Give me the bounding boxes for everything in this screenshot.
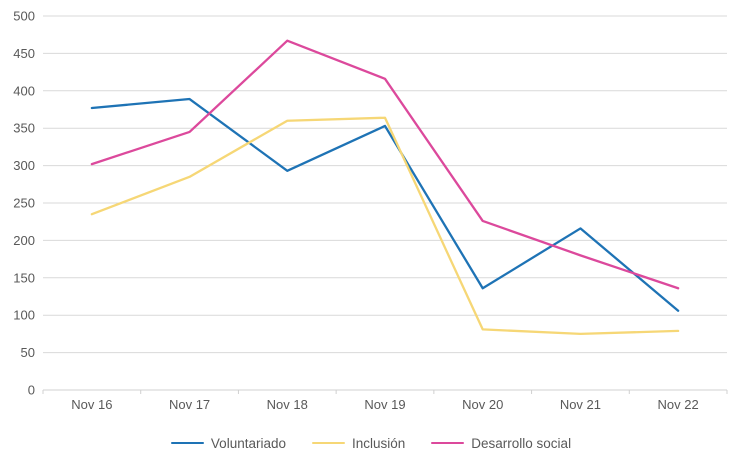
y-axis-tick-label: 200 (13, 233, 35, 248)
x-axis-category-label: Nov 17 (169, 397, 210, 412)
y-axis-tick-label: 400 (13, 83, 35, 98)
x-axis-category-label: Nov 21 (560, 397, 601, 412)
y-axis-tick-label: 0 (28, 383, 35, 398)
legend-line-swatch (431, 441, 465, 445)
y-axis-tick-label: 300 (13, 158, 35, 173)
x-axis-category-label: Nov 19 (364, 397, 405, 412)
legend-line-swatch (311, 441, 345, 445)
y-axis-tick-label: 50 (21, 345, 35, 360)
legend-item-inclusión[interactable]: Inclusión (311, 435, 406, 451)
y-axis-tick-label: 500 (13, 9, 35, 24)
legend-label: Inclusión (351, 435, 406, 451)
y-axis-tick-label: 250 (13, 196, 35, 211)
chart-legend: Voluntariado Inclusión Desarrollo social (0, 431, 742, 455)
y-axis-tick-label: 350 (13, 121, 35, 136)
legend-label: Desarrollo social (471, 435, 572, 451)
y-axis-tick-label: 150 (13, 270, 35, 285)
y-axis-tick-label: 100 (13, 308, 35, 323)
series-line-voluntariado (90, 97, 680, 312)
x-axis-category-label: Nov 20 (462, 397, 503, 412)
legend-item-voluntariado[interactable]: Voluntariado (170, 435, 286, 451)
x-axis-category-label: Nov 18 (267, 397, 308, 412)
legend-label: Voluntariado (210, 435, 286, 451)
series-line-desarrollo-social (90, 39, 680, 290)
x-axis-category-label: Nov 16 (71, 397, 112, 412)
series-line-inclusión (90, 116, 680, 336)
y-axis-tick-label: 450 (13, 46, 35, 61)
legend-line-swatch (170, 441, 204, 445)
legend-item-desarrollo-social[interactable]: Desarrollo social (431, 436, 571, 451)
x-axis-category-label: Nov 22 (658, 397, 699, 412)
